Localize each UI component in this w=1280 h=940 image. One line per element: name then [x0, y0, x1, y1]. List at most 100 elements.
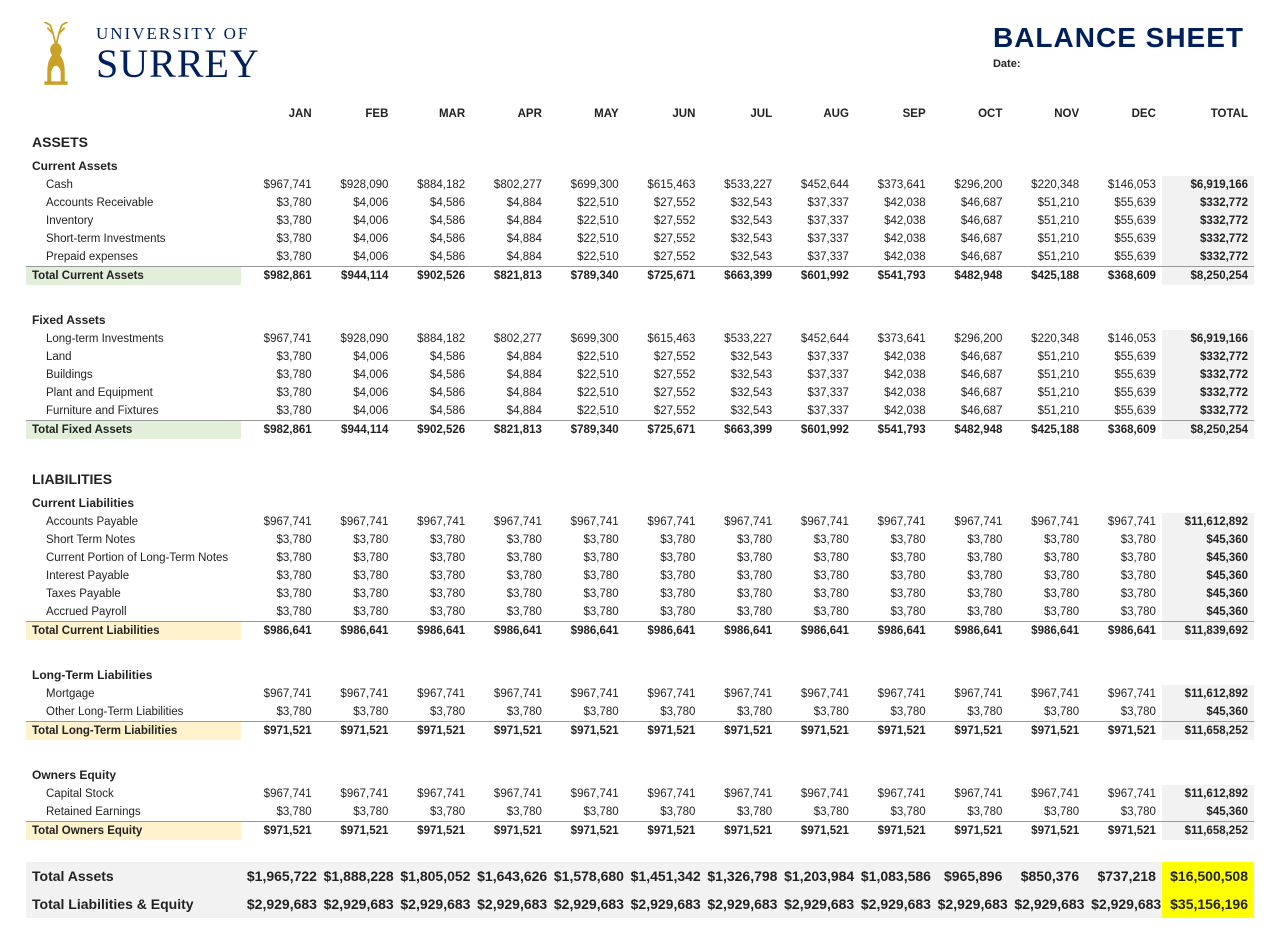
cell: $2,929,683: [855, 890, 932, 918]
cell: $3,780: [932, 549, 1009, 567]
cell: $601,992: [778, 421, 855, 440]
cell: $4,006: [318, 366, 395, 384]
table-row: Total Current Liabilities$986,641$986,64…: [26, 622, 1254, 641]
cell: $3,780: [241, 567, 318, 585]
cell: $55,639: [1085, 194, 1162, 212]
cell: $373,641: [855, 176, 932, 194]
title-block: BALANCE SHEET Date:: [993, 22, 1254, 70]
cell: $3,780: [1085, 567, 1162, 585]
cell: $51,210: [1008, 384, 1085, 402]
cell: $42,038: [855, 348, 932, 366]
cell: $51,210: [1008, 230, 1085, 248]
cell: $967,741: [241, 685, 318, 703]
cell: $1,203,984: [778, 862, 855, 890]
cell: $3,780: [778, 585, 855, 603]
row-label: Land: [26, 348, 241, 366]
cell: $46,687: [932, 366, 1009, 384]
cell: $3,780: [241, 212, 318, 230]
row-label: Prepaid expenses: [26, 248, 241, 267]
row-label: Cash: [26, 176, 241, 194]
table-row: Prepaid expenses$3,780$4,006$4,586$4,884…: [26, 248, 1254, 267]
row-label: Taxes Payable: [26, 585, 241, 603]
cell: $4,884: [471, 230, 548, 248]
cell: $37,337: [778, 230, 855, 248]
cell: $1,643,626: [471, 862, 548, 890]
cell: $944,114: [318, 267, 395, 286]
cell: $971,521: [471, 822, 548, 841]
section-title: Current Assets: [26, 153, 1254, 176]
cell: $971,521: [701, 822, 778, 841]
cell: $4,006: [318, 402, 395, 421]
cell: $986,641: [394, 622, 471, 641]
row-label: Total Long-Term Liabilities: [26, 722, 241, 741]
uni-text-top: UNIVERSITY OF: [96, 25, 260, 42]
cell: $373,641: [855, 330, 932, 348]
cell: $46,687: [932, 212, 1009, 230]
cell: $32,543: [701, 384, 778, 402]
cell: $3,780: [471, 567, 548, 585]
row-label: Current Portion of Long-Term Notes: [26, 549, 241, 567]
cell: $850,376: [1008, 862, 1085, 890]
cell: $3,780: [241, 348, 318, 366]
cell: $55,639: [1085, 384, 1162, 402]
cell: $51,210: [1008, 402, 1085, 421]
row-total: $332,772: [1162, 366, 1254, 384]
cell: $967,741: [855, 785, 932, 803]
cell: $967,741: [1008, 785, 1085, 803]
row-total: $332,772: [1162, 230, 1254, 248]
table-row: Accounts Receivable$3,780$4,006$4,586$4,…: [26, 194, 1254, 212]
cell: $986,641: [318, 622, 395, 641]
cell: $967,741: [701, 785, 778, 803]
cell: $4,006: [318, 230, 395, 248]
cell: $55,639: [1085, 348, 1162, 366]
cell: $967,741: [778, 785, 855, 803]
cell: $967,741: [394, 513, 471, 531]
cell: $1,888,228: [318, 862, 395, 890]
row-total: $332,772: [1162, 248, 1254, 267]
row-total: $332,772: [1162, 348, 1254, 366]
cell: $3,780: [778, 803, 855, 822]
cell: $3,780: [548, 549, 625, 567]
cell: $3,780: [855, 603, 932, 622]
cell: $737,218: [1085, 862, 1162, 890]
cell: $4,586: [394, 348, 471, 366]
cell: $3,780: [241, 230, 318, 248]
cell: $986,641: [241, 622, 318, 641]
cell: $425,188: [1008, 421, 1085, 440]
cell: $3,780: [318, 803, 395, 822]
cell: $3,780: [855, 567, 932, 585]
cell: $3,780: [1008, 803, 1085, 822]
row-total: $332,772: [1162, 384, 1254, 402]
cell: $42,038: [855, 194, 932, 212]
row-total: $45,360: [1162, 703, 1254, 722]
cell: $37,337: [778, 212, 855, 230]
university-name: UNIVERSITY OF SURREY: [96, 25, 260, 84]
cell: $4,884: [471, 248, 548, 267]
cell: $51,210: [1008, 348, 1085, 366]
cell: $27,552: [625, 230, 702, 248]
table-row: Short-term Investments$3,780$4,006$4,586…: [26, 230, 1254, 248]
balance-sheet-table: JAN FEB MAR APR MAY JUN JUL AUG SEP OCT …: [26, 104, 1254, 918]
cell: $3,780: [778, 549, 855, 567]
date-label: Date:: [993, 58, 1021, 70]
cell: $821,813: [471, 421, 548, 440]
table-row: Plant and Equipment$3,780$4,006$4,586$4,…: [26, 384, 1254, 402]
cell: $971,521: [778, 722, 855, 741]
cell: $986,641: [778, 622, 855, 641]
cell: $663,399: [701, 421, 778, 440]
col-month: JAN: [241, 104, 318, 124]
col-month: FEB: [318, 104, 395, 124]
cell: $2,929,683: [1085, 890, 1162, 918]
cell: $3,780: [1085, 531, 1162, 549]
cell: $699,300: [548, 330, 625, 348]
table-row: Current Portion of Long-Term Notes $3,780…: [26, 549, 1254, 567]
cell: $22,510: [548, 248, 625, 267]
cell: $3,780: [241, 603, 318, 622]
cell: $967,741: [778, 685, 855, 703]
cell: $967,741: [1008, 513, 1085, 531]
cell: $4,586: [394, 384, 471, 402]
cell: $971,521: [1085, 822, 1162, 841]
cell: $967,741: [625, 785, 702, 803]
cell: $884,182: [394, 330, 471, 348]
col-month: JUN: [625, 104, 702, 124]
